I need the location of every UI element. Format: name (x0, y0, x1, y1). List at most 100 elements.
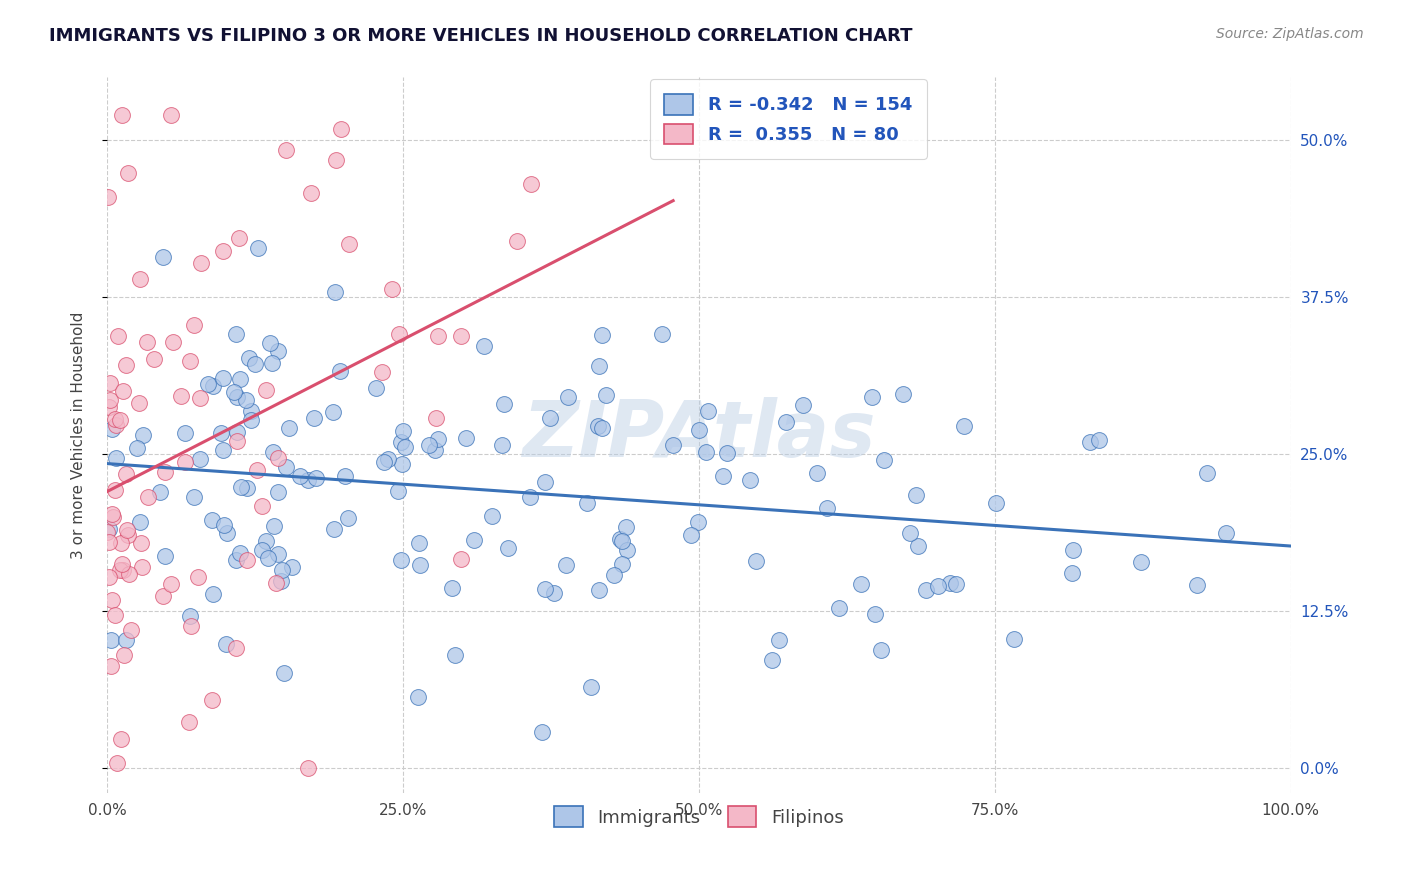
Point (586, 419, 609, 434)
Point (226, 391, 249, 405)
Point (392, 424, 415, 438)
Point (329, 364, 352, 378)
Point (1063, 542, 1085, 557)
Point (364, 381, 387, 395)
Point (201, 513, 224, 527)
Point (96, 524, 118, 539)
Point (180, 619, 202, 633)
Point (100, 507, 122, 521)
Point (187, 570, 209, 584)
Point (118, 566, 141, 581)
Point (304, 411, 326, 425)
Point (225, 640, 247, 655)
Point (426, 328, 449, 343)
Point (217, 526, 239, 541)
Point (588, 582, 610, 597)
Point (695, 444, 717, 458)
Point (740, 473, 762, 487)
Point (267, 547, 290, 561)
Point (152, 589, 174, 603)
Point (408, 558, 430, 572)
Point (231, 480, 253, 494)
Point (519, 490, 541, 504)
Text: Source: ZipAtlas.com: Source: ZipAtlas.com (1216, 27, 1364, 41)
Point (236, 552, 259, 566)
Point (212, 371, 235, 385)
Point (394, 440, 416, 454)
Point (179, 714, 201, 729)
Point (262, 445, 284, 459)
Point (105, 451, 128, 466)
Point (330, 122, 353, 136)
Point (557, 391, 579, 405)
Point (891, 387, 914, 401)
Point (1215, 526, 1237, 541)
Point (264, 575, 287, 590)
Point (530, 725, 553, 739)
Point (815, 500, 838, 515)
Point (277, 421, 299, 435)
Point (267, 450, 290, 465)
Point (761, 653, 783, 667)
Point (775, 415, 797, 429)
Point (254, 384, 277, 398)
Point (100, 659, 122, 673)
Point (100, 633, 122, 648)
Point (127, 441, 149, 455)
Text: IMMIGRANTS VS FILIPINO 3 OR MORE VEHICLES IN HOUSEHOLD CORRELATION CHART: IMMIGRANTS VS FILIPINO 3 OR MORE VEHICLE… (49, 27, 912, 45)
Point (97, 190, 120, 204)
Point (579, 680, 602, 694)
Point (112, 648, 135, 663)
Point (135, 334, 157, 349)
Point (333, 469, 356, 483)
Point (481, 509, 503, 524)
Point (211, 244, 233, 259)
Point (209, 425, 232, 440)
Point (325, 285, 347, 299)
Point (97, 570, 120, 584)
Point (391, 458, 413, 472)
Point (281, 559, 304, 574)
Legend: Immigrants, Filipinos: Immigrants, Filipinos (547, 799, 851, 834)
Point (132, 428, 155, 442)
Point (270, 574, 292, 589)
Point (984, 496, 1007, 510)
Point (136, 490, 159, 504)
Point (609, 533, 631, 547)
Point (235, 393, 257, 408)
Point (179, 608, 201, 623)
Point (267, 343, 290, 358)
Point (440, 581, 463, 595)
Point (1087, 433, 1109, 447)
Point (128, 396, 150, 410)
Point (1002, 632, 1025, 647)
Point (153, 549, 176, 564)
Point (603, 567, 626, 582)
Point (322, 522, 344, 536)
Point (274, 460, 297, 475)
Point (713, 468, 735, 483)
Point (696, 403, 718, 417)
Point (491, 438, 513, 452)
Y-axis label: 3 or more Vehicles in Household: 3 or more Vehicles in Household (72, 311, 86, 559)
Point (927, 579, 949, 593)
Point (651, 326, 673, 341)
Point (188, 391, 211, 405)
Point (588, 359, 610, 373)
Point (1130, 556, 1153, 570)
Point (104, 483, 127, 497)
Point (494, 397, 516, 411)
Point (108, 413, 131, 427)
Point (1197, 466, 1219, 480)
Point (229, 372, 252, 386)
Point (389, 553, 412, 567)
Point (98, 400, 121, 414)
Point (105, 756, 128, 770)
Point (543, 585, 565, 599)
Point (120, 623, 142, 637)
Point (426, 432, 449, 446)
Point (1062, 566, 1084, 580)
Point (225, 553, 247, 567)
Point (190, 256, 212, 270)
Point (262, 356, 284, 370)
